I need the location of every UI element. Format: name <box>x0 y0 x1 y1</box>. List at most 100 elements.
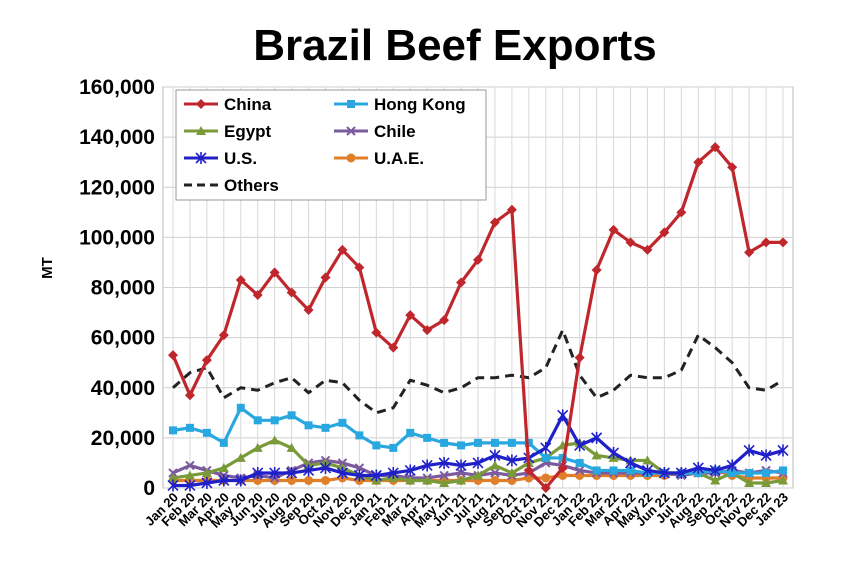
data-point-egypt <box>405 475 416 485</box>
data-point-u-s <box>201 476 213 489</box>
legend-swatch-marker <box>196 126 206 135</box>
data-point-china <box>456 277 467 288</box>
data-point-hong-kong <box>321 423 330 432</box>
data-point-u-s <box>353 469 365 482</box>
data-point-hong-kong <box>169 426 177 435</box>
data-point-egypt <box>201 467 212 477</box>
y-tick-label: 80,000 <box>91 277 155 300</box>
legend-item-others: Others <box>184 176 279 195</box>
data-point-hong-kong <box>423 433 432 442</box>
data-point-china <box>320 272 331 283</box>
data-point-u-s <box>336 466 349 479</box>
data-point-u-s <box>235 474 247 487</box>
data-point-u-s <box>404 464 416 477</box>
legend-swatch-marker <box>196 99 206 109</box>
data-point-hong-kong <box>762 468 771 477</box>
data-point-china <box>337 244 348 255</box>
chart-title: Brazil Beef Exports <box>253 21 656 70</box>
data-point-hong-kong <box>507 438 516 447</box>
data-point-china <box>608 224 619 235</box>
data-point-egypt <box>168 472 178 482</box>
data-point-u-a-e <box>541 473 551 483</box>
data-point-egypt <box>489 460 500 470</box>
data-point-u-s <box>184 479 196 492</box>
data-point-u-s <box>319 461 332 474</box>
data-point-china <box>591 264 602 275</box>
legend-label: U.S. <box>224 149 257 168</box>
y-tick-label: 140,000 <box>79 126 155 149</box>
data-point-u-s <box>489 449 501 462</box>
legend-item-china: China <box>184 95 272 114</box>
data-point-u-s <box>218 474 230 487</box>
data-point-egypt <box>252 442 263 452</box>
data-point-china <box>286 287 297 298</box>
data-point-hong-kong <box>728 468 737 477</box>
legend-label: Hong Kong <box>374 95 466 114</box>
data-point-u-s <box>658 466 670 479</box>
data-point-u-s <box>455 459 467 472</box>
data-point-hong-kong <box>372 441 381 450</box>
data-point-u-s <box>438 456 450 469</box>
data-point-china <box>168 350 178 361</box>
legend-swatch-marker <box>347 100 355 108</box>
data-point-u-s <box>743 444 755 457</box>
data-point-hong-kong <box>236 403 245 412</box>
legend-swatch-marker-stroke <box>346 126 356 136</box>
data-point-u-s <box>167 479 179 492</box>
data-point-hong-kong <box>202 428 211 437</box>
data-point-chile-stroke <box>185 460 195 471</box>
data-point-hong-kong <box>253 416 262 425</box>
data-point-china <box>727 162 738 173</box>
data-point-chile-stroke <box>574 465 585 476</box>
data-point-egypt <box>506 467 517 477</box>
legend-label: Others <box>224 176 279 195</box>
data-point-chile-stroke <box>439 470 449 481</box>
data-point-u-s <box>387 466 399 479</box>
series-lines <box>167 142 789 493</box>
data-point-hong-kong <box>457 441 466 450</box>
data-point-u-a-e <box>321 475 330 485</box>
data-point-china <box>710 142 721 153</box>
y-axis-ticks: 0 20,000 40,000 60,000 80,000 100,000 120,000 1… <box>79 76 155 500</box>
legend-label: China <box>224 95 272 114</box>
data-point-u-s <box>726 459 738 472</box>
data-point-egypt <box>744 477 755 487</box>
data-point-egypt <box>269 435 280 445</box>
y-tick-label: 160,000 <box>79 76 155 99</box>
data-point-hong-kong <box>355 431 364 440</box>
data-point-egypt <box>439 477 450 487</box>
series-line-others <box>172 328 784 415</box>
data-point-chile-stroke <box>168 468 178 478</box>
series-u-s <box>167 409 789 492</box>
data-point-egypt <box>473 470 483 480</box>
data-point-china <box>473 254 483 265</box>
data-point-u-s <box>607 446 620 459</box>
data-point-u-s <box>252 466 264 479</box>
data-point-china <box>252 290 263 301</box>
data-point-china <box>625 237 636 248</box>
data-point-china <box>557 462 568 473</box>
data-point-chile <box>168 468 178 478</box>
data-point-hong-kong <box>338 418 347 427</box>
data-point-china <box>201 355 212 366</box>
data-point-china <box>422 325 433 336</box>
data-point-hong-kong <box>626 466 635 475</box>
y-axis-label: MT <box>39 257 56 279</box>
data-point-china <box>371 327 382 338</box>
data-point-u-s <box>777 444 789 457</box>
data-point-china <box>439 315 450 326</box>
data-point-china <box>489 217 500 228</box>
data-point-chile-stroke <box>354 463 365 473</box>
data-point-u-s <box>574 439 586 452</box>
legend-swatch-marker <box>346 126 356 136</box>
data-point-hong-kong <box>440 438 449 447</box>
data-point-hong-kong <box>270 416 279 425</box>
data-point-u-a-e <box>558 470 568 480</box>
data-point-china <box>235 274 246 285</box>
legend-item-u-s: U.S. <box>184 149 257 168</box>
legend-item-u-a-e: U.A.E. <box>334 149 424 168</box>
data-point-hong-kong <box>304 421 313 430</box>
data-point-u-a-e <box>490 475 500 485</box>
